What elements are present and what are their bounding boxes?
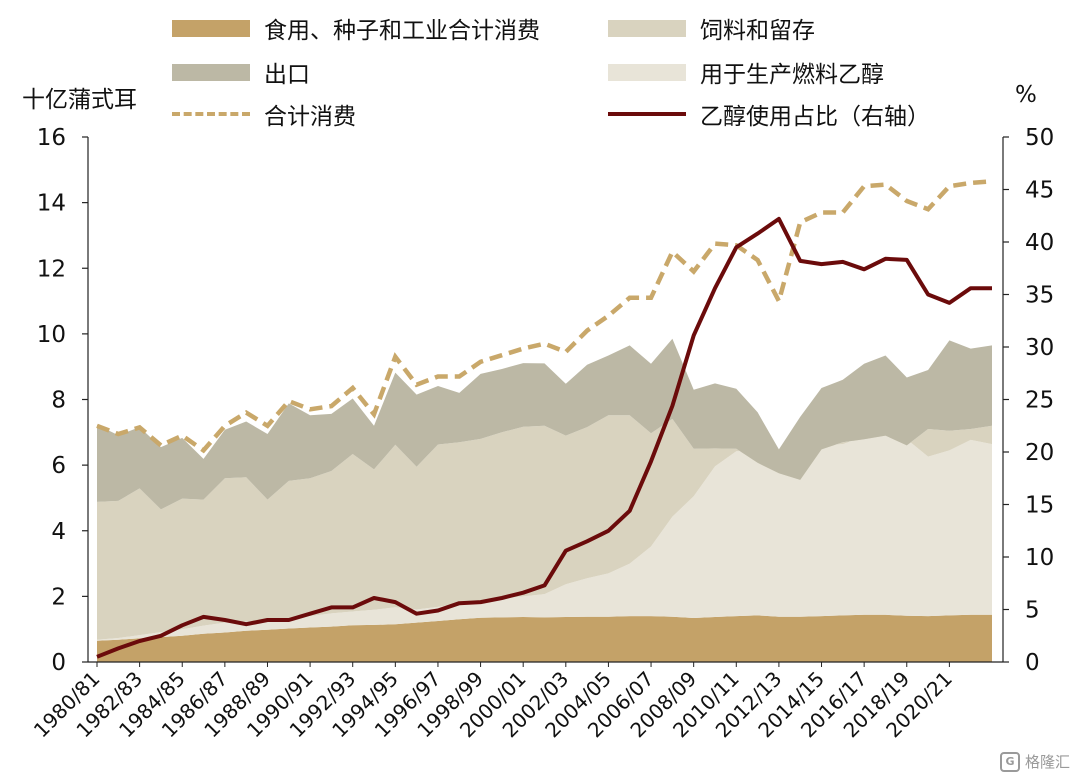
- legend-label-total-consumption: 合计消费: [264, 104, 356, 130]
- watermark-text: 格隆汇: [1024, 753, 1070, 771]
- left-tick-label: 14: [37, 191, 66, 217]
- right-tick-label: 20: [1025, 440, 1054, 466]
- legend-label-fuel-ethanol: 用于生产燃料乙醇: [700, 62, 884, 88]
- legend-swatch-exports: [172, 63, 250, 81]
- left-tick-label: 4: [51, 519, 66, 545]
- right-tick-label: 50: [1025, 125, 1054, 151]
- legend-item-food-seed-industrial: 食用、种子和工业合计消费: [172, 11, 540, 45]
- legend-label-feed-residual: 饲料和留存: [700, 18, 815, 44]
- legend-swatch-total-consumption: [172, 112, 250, 116]
- right-tick-label: 40: [1025, 230, 1054, 256]
- area-food-seed-industrial: [97, 614, 992, 662]
- legend-label-ethanol-share: 乙醇使用占比（右轴）: [700, 104, 930, 130]
- left-tick-label: 6: [51, 453, 66, 479]
- right-tick-label: 0: [1025, 650, 1040, 676]
- left-tick-label: 2: [51, 584, 66, 610]
- right-tick-label: 25: [1025, 388, 1054, 414]
- legend-swatch-feed-residual: [608, 19, 686, 37]
- right-tick-label: 30: [1025, 335, 1054, 361]
- legend-label-exports: 出口: [264, 62, 310, 88]
- area-fuel-ethanol: [97, 431, 992, 641]
- area-feed-residual: [97, 415, 992, 640]
- legend-swatch-food-seed-industrial: [172, 19, 250, 37]
- right-tick-label: 5: [1025, 598, 1040, 624]
- right-axis-unit: %: [1015, 82, 1037, 108]
- legend-item-fuel-ethanol: 用于生产燃料乙醇: [608, 55, 884, 89]
- right-tick-label: 45: [1025, 178, 1054, 204]
- line-total-consumption: [96, 179, 993, 454]
- legend-item-exports: 出口: [172, 55, 310, 89]
- legend-item-total-consumption: 合计消费: [172, 97, 356, 131]
- watermark: G 格隆汇: [999, 751, 1070, 772]
- left-tick-label: 8: [51, 388, 66, 414]
- right-tick-label: 15: [1025, 493, 1054, 519]
- watermark-logo-icon: G: [999, 751, 1020, 772]
- right-tick-label: 35: [1025, 283, 1054, 309]
- line-ethanol-share: [96, 216, 992, 659]
- area-exports: [97, 338, 992, 510]
- left-axis-unit: 十亿蒲式耳: [22, 87, 137, 113]
- legend-item-ethanol-share: 乙醇使用占比（右轴）: [608, 97, 930, 131]
- left-tick-label: 0: [51, 650, 66, 676]
- right-tick-label: 10: [1025, 545, 1054, 571]
- left-tick-label: 12: [37, 256, 66, 282]
- legend-item-feed-residual: 饲料和留存: [608, 11, 815, 45]
- left-tick-label: 10: [37, 322, 66, 348]
- legend-label-food-seed-industrial: 食用、种子和工业合计消费: [264, 18, 540, 44]
- legend-swatch-fuel-ethanol: [608, 63, 686, 81]
- legend-swatch-ethanol-share: [608, 112, 686, 116]
- left-tick-label: 16: [37, 125, 66, 151]
